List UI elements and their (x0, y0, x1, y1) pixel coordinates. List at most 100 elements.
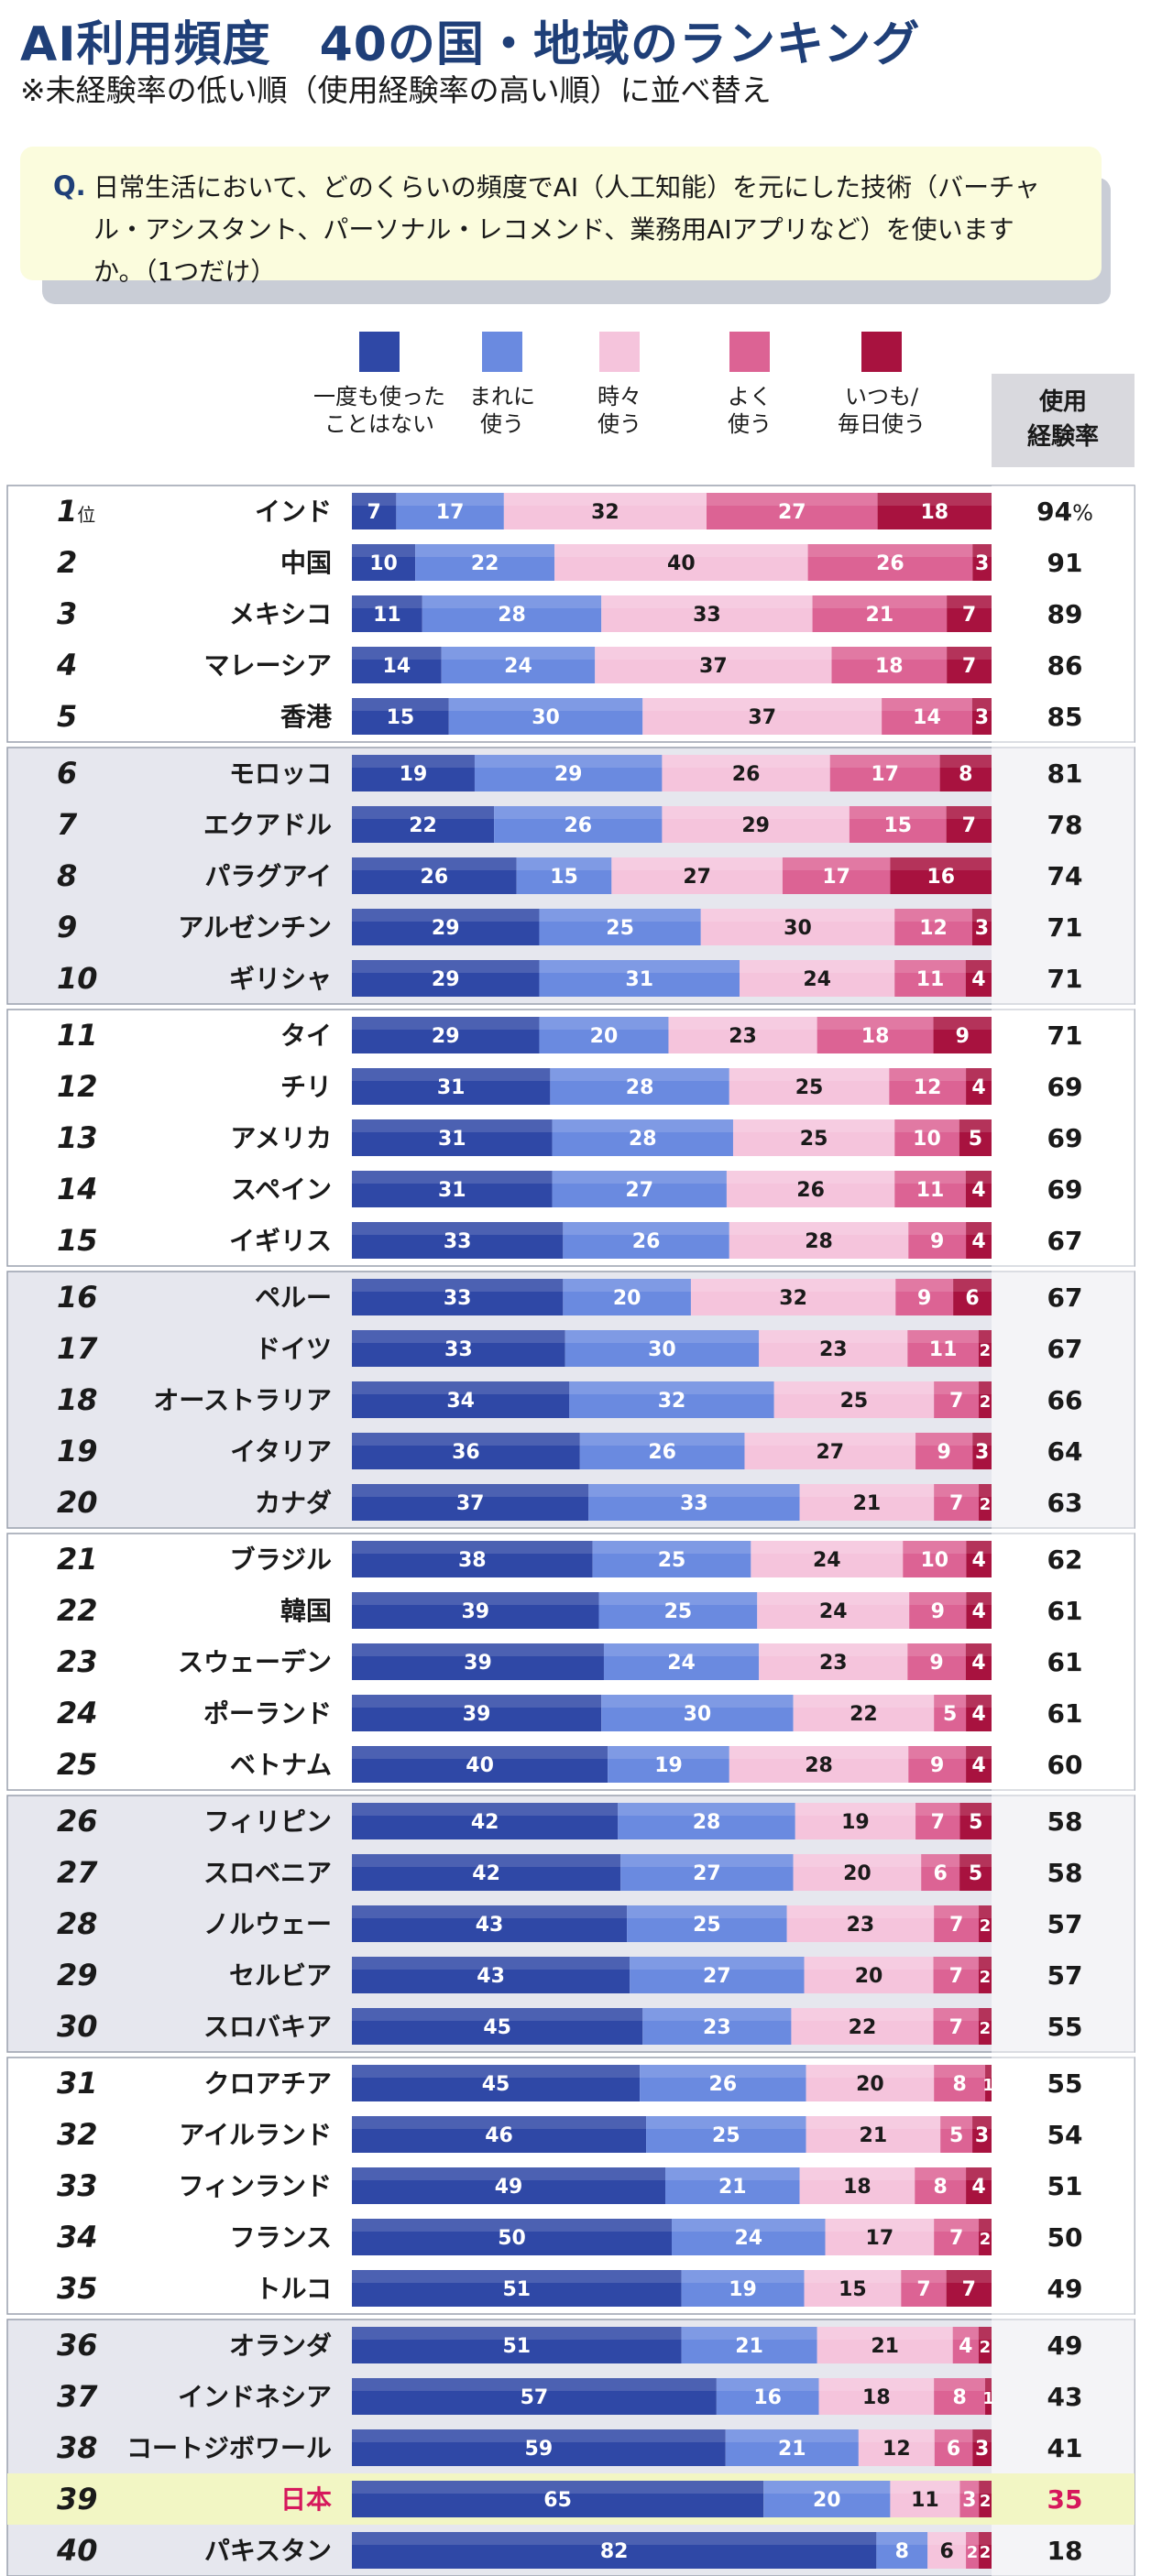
bar-value-label: 37 (748, 706, 776, 729)
country-label: カナダ (255, 1488, 332, 1518)
bar-segment (608, 1746, 729, 1783)
rank-label: 15 (57, 1223, 98, 1258)
bar-value-label: 25 (658, 1549, 686, 1572)
bar-value-label: 21 (871, 2335, 899, 2358)
bar-segment (415, 544, 555, 581)
bar-gloss (894, 960, 966, 973)
bar-gloss (978, 1957, 992, 1970)
bar-segment (759, 1330, 908, 1367)
experience-column-header: 使用 経験率 (992, 374, 1135, 467)
bar-value-label: 15 (839, 2278, 867, 2301)
bar-gloss (908, 1746, 967, 1759)
rank-label: 38 (57, 2430, 98, 2465)
bar-segment (618, 1803, 795, 1839)
bar-segment (352, 1279, 564, 1315)
bar-gloss (877, 493, 992, 506)
bar-gloss (352, 1119, 553, 1132)
bar-value-label: 9 (930, 1230, 944, 1253)
bar-segment (782, 857, 891, 894)
legend-swatch (482, 332, 522, 372)
rank-label: 13 (57, 1120, 98, 1155)
bar-value-label: 10 (369, 552, 398, 575)
bar-segment (934, 1695, 967, 1731)
bar-value-label: 18 (920, 501, 948, 524)
experience-value: 61 (1047, 1647, 1083, 1677)
bar-gloss (665, 2167, 800, 2180)
bar-value-label: 22 (471, 552, 499, 575)
bar-gloss (757, 1592, 910, 1605)
bar-value-label: 51 (502, 2278, 531, 2301)
rank-label: 40 (56, 2533, 98, 2568)
bar-segment (965, 960, 992, 997)
bar-value-label: 2 (980, 1341, 992, 1360)
bar-gloss (978, 2008, 992, 2021)
bar-value-label: 11 (916, 1179, 945, 1202)
bar-value-label: 2 (980, 1916, 992, 1936)
rank-label: 16 (57, 1280, 98, 1315)
bar-value-label: 1 (982, 2389, 994, 2408)
bar-segment (894, 1171, 966, 1207)
bar-value-label: 33 (693, 604, 721, 627)
bar-segment (927, 2532, 967, 2569)
bar-value-label: 65 (543, 2489, 572, 2512)
bar-value-label: 3 (975, 917, 989, 940)
bar-segment (979, 1484, 992, 1521)
bar-value-label: 9 (931, 1600, 945, 1623)
bar-value-label: 8 (952, 2073, 966, 2096)
bar-value-label: 21 (718, 2176, 747, 2199)
experience-value: 69 (1047, 1123, 1083, 1153)
bar-segment (352, 2481, 764, 2517)
bar-gloss (959, 2481, 980, 2494)
bar-gloss (539, 960, 740, 973)
bar-segment (662, 755, 830, 791)
bar-value-label: 3 (975, 706, 989, 729)
bar-value-label: 30 (648, 1338, 676, 1361)
bar-gloss (716, 2378, 819, 2391)
bar-gloss (894, 909, 972, 922)
bar-gloss (927, 2532, 967, 2545)
bar-segment (946, 806, 992, 843)
bar-gloss (588, 1484, 800, 1497)
bar-segment (503, 493, 707, 529)
bar-segment (979, 1381, 992, 1418)
bar-value-label: 30 (784, 917, 812, 940)
bar-gloss (979, 2219, 992, 2232)
bar-segment (352, 1017, 540, 1053)
bar-value-label: 9 (917, 1287, 931, 1310)
bar-segment (793, 1695, 935, 1731)
legend-swatch (861, 332, 902, 372)
bar-gloss (804, 1957, 934, 1970)
rank-label: 9 (57, 910, 77, 944)
bar-gloss (352, 1017, 540, 1030)
bar-value-label: 31 (625, 968, 653, 991)
bar-value-label: 32 (779, 1287, 807, 1310)
bar-gloss (934, 1381, 980, 1394)
experience-value: 61 (1047, 1596, 1083, 1626)
legend-swatch (359, 332, 400, 372)
bar-gloss (934, 2429, 973, 2442)
bar-segment (352, 2429, 726, 2466)
bar-segment (966, 2532, 980, 2569)
bar-gloss (611, 857, 783, 870)
bar-segment (725, 2429, 859, 2466)
bar-gloss (630, 1957, 805, 1970)
bar-value-label: 21 (866, 604, 894, 627)
bar-gloss (516, 857, 612, 870)
bar-segment (947, 595, 992, 632)
bar-segment (812, 595, 948, 632)
bar-gloss (352, 1068, 551, 1081)
rank-label: 29 (57, 1958, 98, 1992)
bar-gloss (972, 2429, 992, 2442)
bar-value-label: 26 (648, 1441, 676, 1464)
bar-value-label: 33 (444, 1230, 472, 1253)
bar-gloss (985, 2378, 992, 2391)
experience-value: 74 (1047, 861, 1083, 891)
country-label: ベトナム (230, 1750, 332, 1780)
bar-segment (620, 1854, 794, 1891)
bar-segment (965, 1171, 992, 1207)
bar-value-label: 29 (741, 814, 770, 837)
bar-gloss (552, 1171, 727, 1184)
bar-gloss (352, 2532, 877, 2545)
bar-gloss (592, 1541, 751, 1554)
bar-gloss (773, 1381, 935, 1394)
